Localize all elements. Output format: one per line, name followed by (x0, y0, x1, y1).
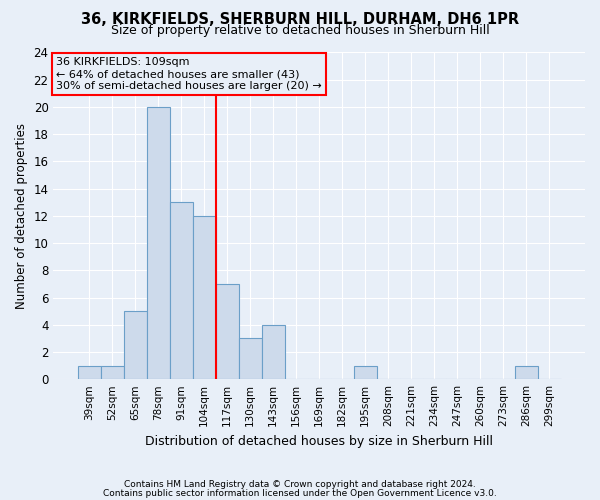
Bar (515, 366, 538, 379)
Bar (124, 311, 146, 379)
Text: Contains public sector information licensed under the Open Government Licence v3: Contains public sector information licen… (103, 488, 497, 498)
Bar (239, 338, 262, 379)
Bar (215, 284, 239, 379)
X-axis label: Distribution of detached houses by size in Sherburn Hill: Distribution of detached houses by size … (145, 434, 493, 448)
Text: Contains HM Land Registry data © Crown copyright and database right 2024.: Contains HM Land Registry data © Crown c… (124, 480, 476, 489)
Text: Size of property relative to detached houses in Sherburn Hill: Size of property relative to detached ho… (110, 24, 490, 37)
Bar (77, 366, 101, 379)
Bar (101, 366, 124, 379)
Bar (146, 107, 170, 379)
Text: 36 KIRKFIELDS: 109sqm
← 64% of detached houses are smaller (43)
30% of semi-deta: 36 KIRKFIELDS: 109sqm ← 64% of detached … (56, 58, 322, 90)
Bar (170, 202, 193, 379)
Text: 36, KIRKFIELDS, SHERBURN HILL, DURHAM, DH6 1PR: 36, KIRKFIELDS, SHERBURN HILL, DURHAM, D… (81, 12, 519, 28)
Bar (262, 324, 284, 379)
Y-axis label: Number of detached properties: Number of detached properties (15, 123, 28, 309)
Bar (354, 366, 377, 379)
Bar (193, 216, 215, 379)
